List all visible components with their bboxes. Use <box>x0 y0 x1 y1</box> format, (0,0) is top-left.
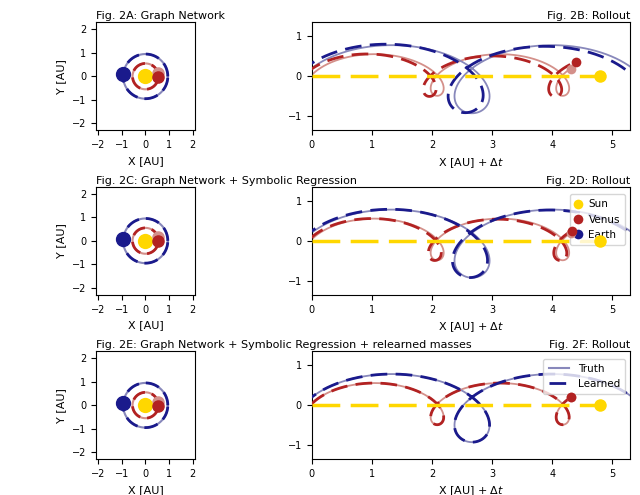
Y-axis label: Y [AU]: Y [AU] <box>56 388 67 423</box>
X-axis label: X [AU] + $\Delta t$: X [AU] + $\Delta t$ <box>438 320 504 334</box>
Text: Fig. 2D: Rollout: Fig. 2D: Rollout <box>546 176 630 186</box>
X-axis label: X [AU]: X [AU] <box>127 485 163 495</box>
Text: Fig. 2F: Rollout: Fig. 2F: Rollout <box>549 341 630 350</box>
Y-axis label: Y [AU]: Y [AU] <box>56 59 67 94</box>
X-axis label: X [AU]: X [AU] <box>127 156 163 166</box>
Text: Fig. 2E: Graph Network + Symbolic Regression + relearned masses: Fig. 2E: Graph Network + Symbolic Regres… <box>96 341 472 350</box>
Text: Fig. 2A: Graph Network: Fig. 2A: Graph Network <box>96 11 225 21</box>
X-axis label: X [AU] + $\Delta t$: X [AU] + $\Delta t$ <box>438 156 504 170</box>
Legend: Truth, Learned: Truth, Learned <box>543 358 625 394</box>
Text: Fig. 2B: Rollout: Fig. 2B: Rollout <box>547 11 630 21</box>
Y-axis label: Y [AU]: Y [AU] <box>56 223 67 258</box>
Legend: Sun, Venus, Earth: Sun, Venus, Earth <box>570 194 625 245</box>
X-axis label: X [AU]: X [AU] <box>127 320 163 330</box>
Text: Fig. 2C: Graph Network + Symbolic Regression: Fig. 2C: Graph Network + Symbolic Regres… <box>96 176 357 186</box>
X-axis label: X [AU] + $\Delta t$: X [AU] + $\Delta t$ <box>438 485 504 495</box>
